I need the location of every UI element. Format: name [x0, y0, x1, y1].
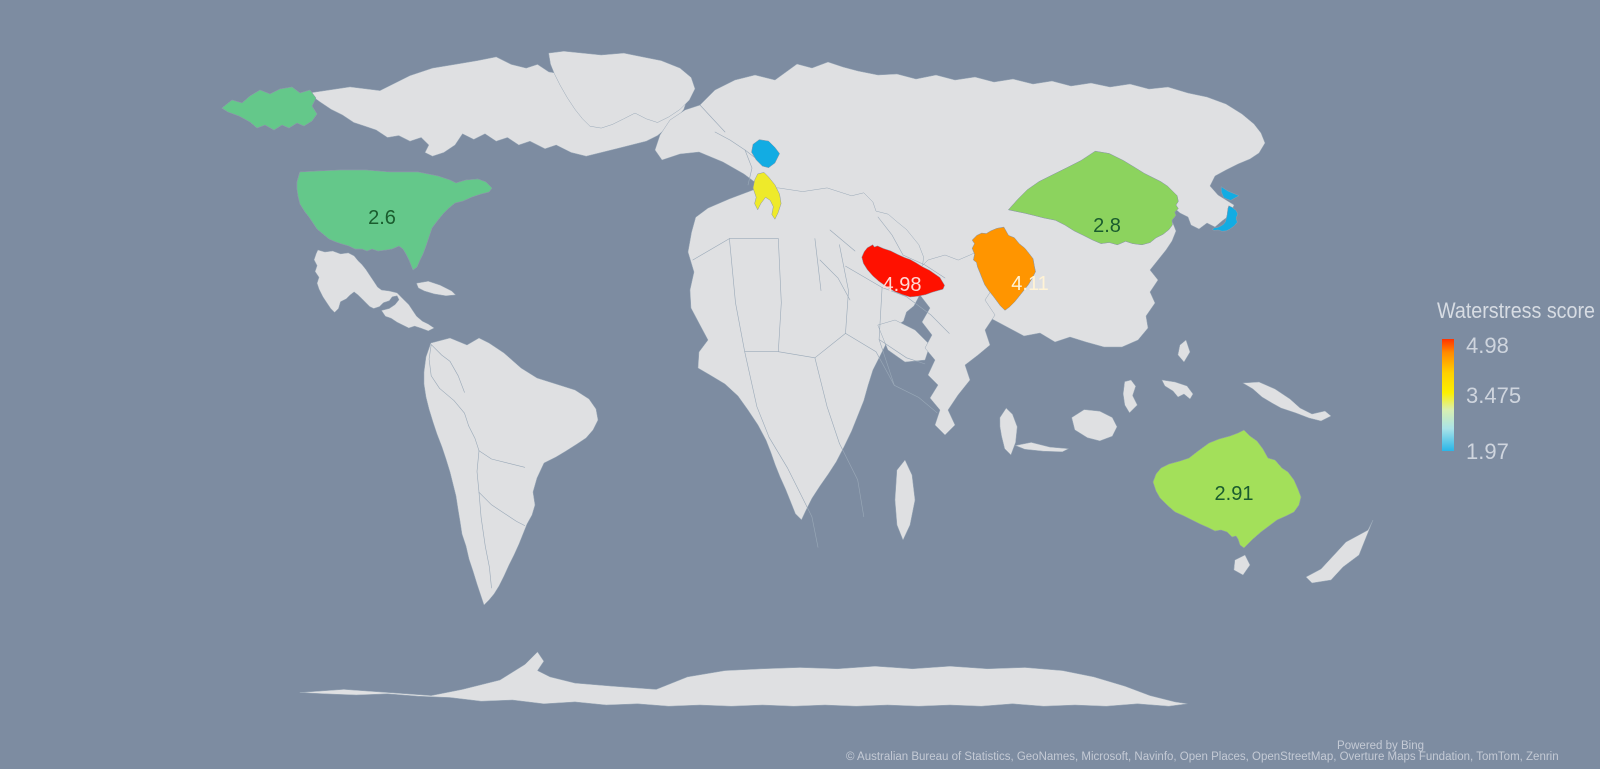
svg-text:3.475: 3.475 — [1466, 383, 1521, 408]
svg-text:1.97: 1.97 — [1466, 439, 1509, 464]
svg-text:2.6: 2.6 — [368, 207, 396, 229]
svg-text:2.91: 2.91 — [1215, 483, 1254, 505]
svg-text:4.98: 4.98 — [883, 274, 922, 296]
svg-text:2.8: 2.8 — [1093, 215, 1121, 237]
svg-text:Waterstress score: Waterstress score — [1437, 298, 1595, 323]
svg-text:4.98: 4.98 — [1466, 333, 1509, 358]
svg-text:© Australian Bureau of Statist: © Australian Bureau of Statistics, GeoNa… — [846, 751, 1559, 763]
svg-text:4.11: 4.11 — [1011, 273, 1048, 295]
